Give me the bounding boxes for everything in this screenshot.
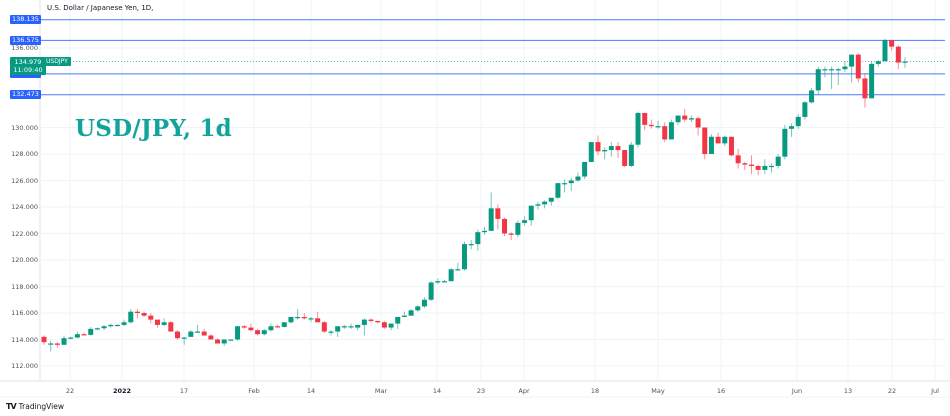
price-axis-label: 136.000: [11, 44, 38, 52]
time-axis-label: Mar: [374, 387, 388, 395]
level-price-tag: 138.135: [10, 15, 41, 25]
tradingview-logo-icon: TV: [6, 402, 17, 411]
price-axis-label: 122.000: [11, 229, 38, 238]
price-axis-label: 118.000: [11, 282, 38, 291]
time-axis-label: Apr: [518, 387, 530, 395]
price-axis-label: 112.000: [11, 362, 38, 370]
time-axis-label: Jun: [791, 387, 803, 395]
current-price-value: 134.979: [14, 58, 42, 66]
price-axis-label: 116.000: [11, 309, 38, 317]
tradingview-logo-text: TradingView: [18, 402, 64, 411]
time-axis-label: 16: [716, 387, 726, 395]
time-axis-label: 23: [476, 387, 486, 395]
bar-countdown: 11:09:40: [13, 66, 43, 74]
time-axis-label: 13: [843, 387, 853, 395]
time-axis-label: 22: [887, 387, 897, 395]
time-axis-label: Feb: [248, 387, 260, 395]
price-axis-label: 128.000: [11, 150, 38, 158]
tradingview-logo[interactable]: TV TradingView: [6, 402, 64, 411]
time-axis-label: 14: [306, 387, 316, 395]
price-axis-label: 114.000: [11, 335, 38, 344]
current-price-tag: 134.979 11:09:40: [10, 57, 46, 75]
price-axis-label: 120.000: [11, 256, 38, 264]
time-axis-label: 17: [179, 387, 189, 395]
time-axis-label: 18: [590, 387, 600, 395]
chart-watermark: USD/JPY, 1d: [75, 115, 232, 142]
time-axis-label: Jul: [931, 387, 939, 395]
time-axis-label: 2022: [112, 387, 132, 395]
level-price-tag: 132.473: [10, 90, 41, 100]
time-axis-label: 22: [65, 387, 75, 395]
time-axis-label: May: [651, 387, 665, 395]
price-axis-label: 126.000: [11, 176, 38, 185]
level-price-tag: 136.575: [10, 35, 41, 45]
chart-title: U.S. Dollar / Japanese Yen, 1D,: [47, 4, 154, 12]
price-axis-label: 124.000: [11, 203, 38, 211]
symbol-tag: USDJPY: [43, 57, 71, 66]
time-axis-label: 14: [432, 387, 442, 395]
price-axis-label: 130.000: [11, 123, 38, 132]
